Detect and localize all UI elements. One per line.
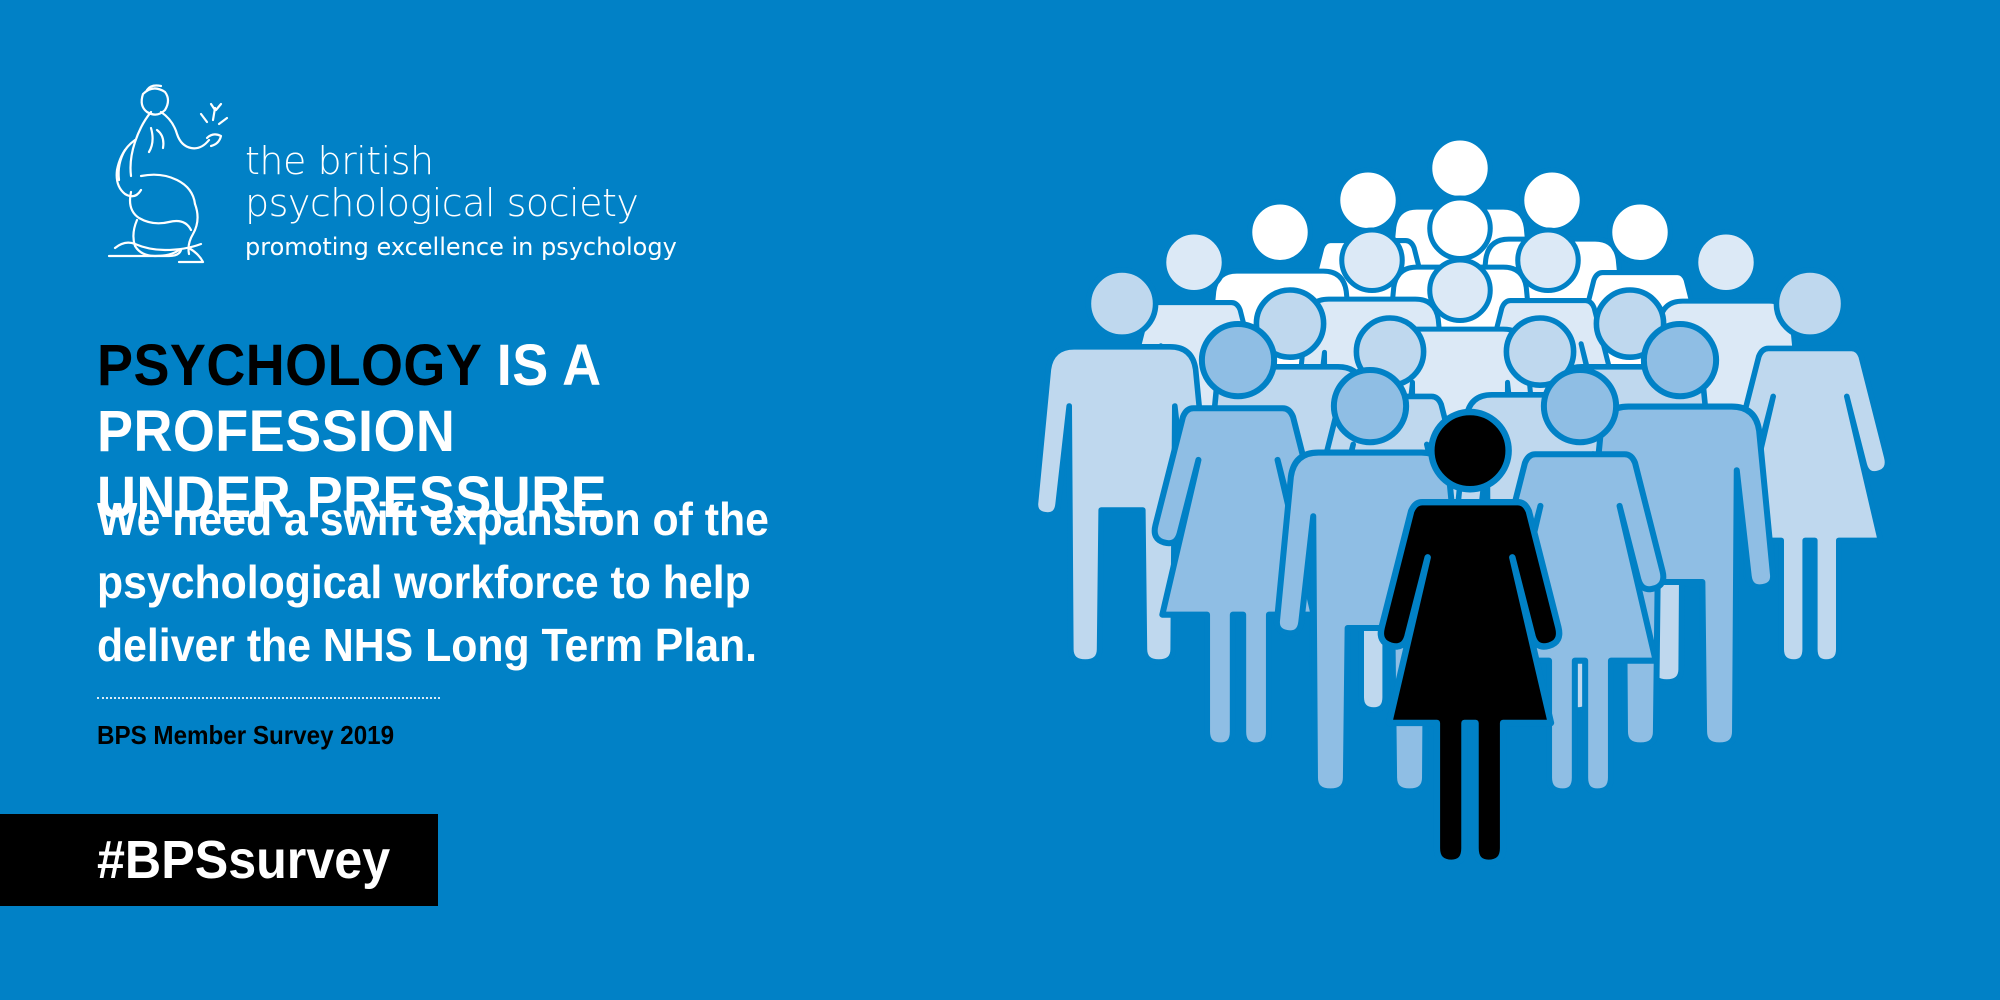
dotted-divider (97, 697, 440, 699)
headline-line2: UNDER PRESSURE (97, 465, 608, 530)
headline-line1-rest: IS A PROFESSION (97, 333, 600, 464)
subhead-line3: deliver the NHS Long Term Plan. (97, 619, 758, 671)
crowd-of-people-icon (1032, 140, 1891, 867)
logo-title-line2: psychological society (245, 181, 639, 225)
headline-accent-word: PSYCHOLOGY (97, 333, 482, 398)
subhead: We need a swift expansion of the psychol… (97, 488, 897, 677)
bps-minerva-emblem-icon (107, 84, 229, 264)
hashtag-banner: #BPSsurvey (0, 814, 438, 906)
hashtag-text: #BPSsurvey (97, 830, 391, 890)
headline: PSYCHOLOGY IS A PROFESSION UNDER PRESSUR… (97, 333, 915, 531)
logo-organisation-name: the british psychological society (245, 139, 639, 225)
subhead-line2: psychological workforce to help (97, 556, 751, 608)
bps-logo: the british psychological society promot… (95, 80, 815, 270)
survey-source: BPS Member Survey 2019 (97, 720, 395, 750)
person-front-highlight (1377, 408, 1563, 867)
subhead-line1: We need a swift expansion of the (97, 493, 769, 545)
logo-title-line1: the british (245, 139, 434, 183)
headline-line1: PSYCHOLOGY IS A PROFESSION (97, 333, 915, 465)
logo-tagline: promoting excellence in psychology (245, 233, 677, 261)
